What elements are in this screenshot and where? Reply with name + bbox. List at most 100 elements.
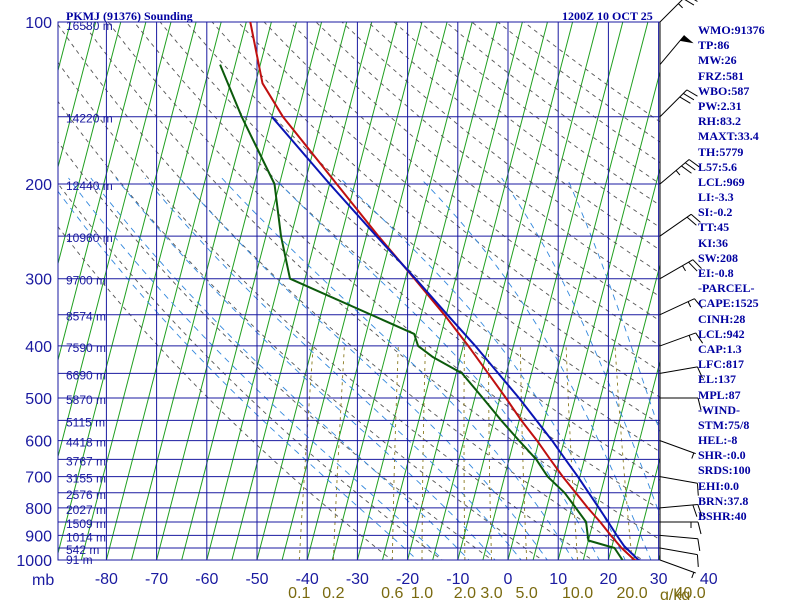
wind-barb <box>659 440 696 459</box>
isotherm-line <box>58 22 197 556</box>
wind-barb-flag <box>681 165 692 174</box>
wind-barb-flag <box>692 259 702 269</box>
height-label: 12440 m <box>66 179 113 193</box>
height-label: 542 m <box>66 543 99 557</box>
wind-barb-flag <box>696 554 699 567</box>
moist-adiabat-line <box>566 177 660 434</box>
temperature-tick-label: -10 <box>446 571 469 588</box>
height-label: 10960 m <box>66 231 113 245</box>
wind-barb-half-flag <box>691 452 695 459</box>
wind-barb <box>659 332 704 347</box>
mixing-ratio-tick-label: 10.0 <box>562 585 593 600</box>
index-item: LCL:942 <box>698 326 745 341</box>
temperature-profile <box>249 22 639 560</box>
mixing-ratio-tick-label: 3.0 <box>480 585 502 600</box>
wind-barb-flag <box>686 216 697 226</box>
wind-barb <box>659 547 699 567</box>
isotherm-line <box>58 22 97 169</box>
height-label: 2576 m <box>66 488 106 502</box>
wind-barb <box>660 521 702 535</box>
temperature-tick-label: 0 <box>504 571 513 588</box>
index-item: LCL:969 <box>698 174 745 189</box>
mixing-ratio-tick-label: 2.0 <box>454 585 476 600</box>
height-label: 91 m <box>66 553 93 567</box>
isotherm-line <box>256 22 398 560</box>
isotherm-line <box>331 22 473 560</box>
wind-barb-staff <box>659 547 698 556</box>
temperature-tick-label: -60 <box>195 571 218 588</box>
temperature-tick-label: 40 <box>700 571 718 588</box>
pressure-tick-label: 500 <box>25 391 52 408</box>
wind-barb-staff <box>659 534 698 540</box>
wind-barb-flag <box>684 0 695 6</box>
wind-barb-staff <box>659 0 683 23</box>
dry-adiabat-line <box>81 22 660 541</box>
moist-adiabat-line <box>115 177 496 560</box>
index-item: FRZ:581 <box>698 68 744 83</box>
mixing-ratio-line <box>667 346 690 560</box>
mixing-ratio-tick-label: 0.2 <box>322 585 344 600</box>
height-label: 1014 m <box>66 530 106 544</box>
wind-barbs <box>659 0 704 579</box>
wind-barb-flag <box>697 397 702 411</box>
isotherm-line <box>407 22 548 560</box>
index-item: SRDS:100 <box>698 463 751 478</box>
index-item: TT:45 <box>698 220 730 235</box>
isotherm-line <box>582 263 660 560</box>
temperature-tick-label: -80 <box>95 571 118 588</box>
isotherm-line <box>80 22 222 560</box>
isotherm-line <box>156 22 297 560</box>
height-label: 9700 m <box>66 274 106 288</box>
moist-adiabat-line <box>90 177 470 560</box>
wind-barb-half-flag <box>691 572 695 579</box>
wind-barb-flag <box>694 0 698 2</box>
isotherm-line <box>432 22 574 560</box>
index-item: MPL:87 <box>698 387 741 402</box>
isotherm-line <box>557 166 660 560</box>
mixing-ratio-tick-label: 40.0 <box>675 585 706 600</box>
valid-time: 1200Z 10 OCT 25 <box>562 9 653 23</box>
pressure-tick-label: 200 <box>25 177 52 194</box>
mixing-ratio-tick-label: 0.1 <box>288 585 310 600</box>
isotherm-line <box>0 22 20 560</box>
wind-barb <box>659 159 700 185</box>
index-item: -PARCEL- <box>698 281 755 296</box>
wind-barb-pennant <box>679 35 694 44</box>
temperature-tick-label: -30 <box>346 571 369 588</box>
isotherm-line <box>507 22 649 560</box>
parcel-profile <box>271 116 644 560</box>
wind-barb-flag <box>686 89 698 97</box>
pressure-unit-label: mb <box>32 572 54 589</box>
dry-adiabat-line <box>58 100 544 560</box>
wind-barb-flag <box>688 261 698 272</box>
wind-barb-staff <box>659 259 694 280</box>
height-label: 8574 m <box>66 310 106 324</box>
index-item: MAXT:33.4 <box>698 129 759 144</box>
height-label: 3767 m <box>66 454 106 468</box>
pressure-tick-label: 300 <box>25 272 52 289</box>
isotherm-line <box>58 22 147 362</box>
profile-lines <box>219 22 644 560</box>
pressure-tick-label: 900 <box>25 528 52 545</box>
height-label: 16580 m <box>66 19 113 33</box>
wind-barb <box>659 366 703 379</box>
temperature-tick-label: -20 <box>396 571 419 588</box>
wind-barb-half-flag <box>687 301 692 308</box>
pressure-tick-label: 800 <box>25 501 52 518</box>
isotherm-line <box>231 22 373 560</box>
isotherm-line <box>482 22 624 560</box>
height-label: 6690 m <box>66 368 106 382</box>
dewpoint-profile <box>219 64 624 560</box>
index-item: SW:208 <box>698 250 739 265</box>
chart-title: PKMJ (91376) Sounding <box>66 9 193 23</box>
wind-barb-flag <box>690 213 701 223</box>
height-label: 1509 m <box>66 517 106 531</box>
height-label: 2027 m <box>66 503 106 517</box>
index-item: BSHR:40 <box>698 509 747 523</box>
index-item: CAP:1.3 <box>698 341 742 356</box>
isotherm-line <box>206 22 348 560</box>
index-item: CAPE:1525 <box>698 296 759 311</box>
wind-barb-staff <box>659 559 696 574</box>
index-item: LI:-3.3 <box>698 190 734 205</box>
isotherm-line <box>382 22 523 560</box>
